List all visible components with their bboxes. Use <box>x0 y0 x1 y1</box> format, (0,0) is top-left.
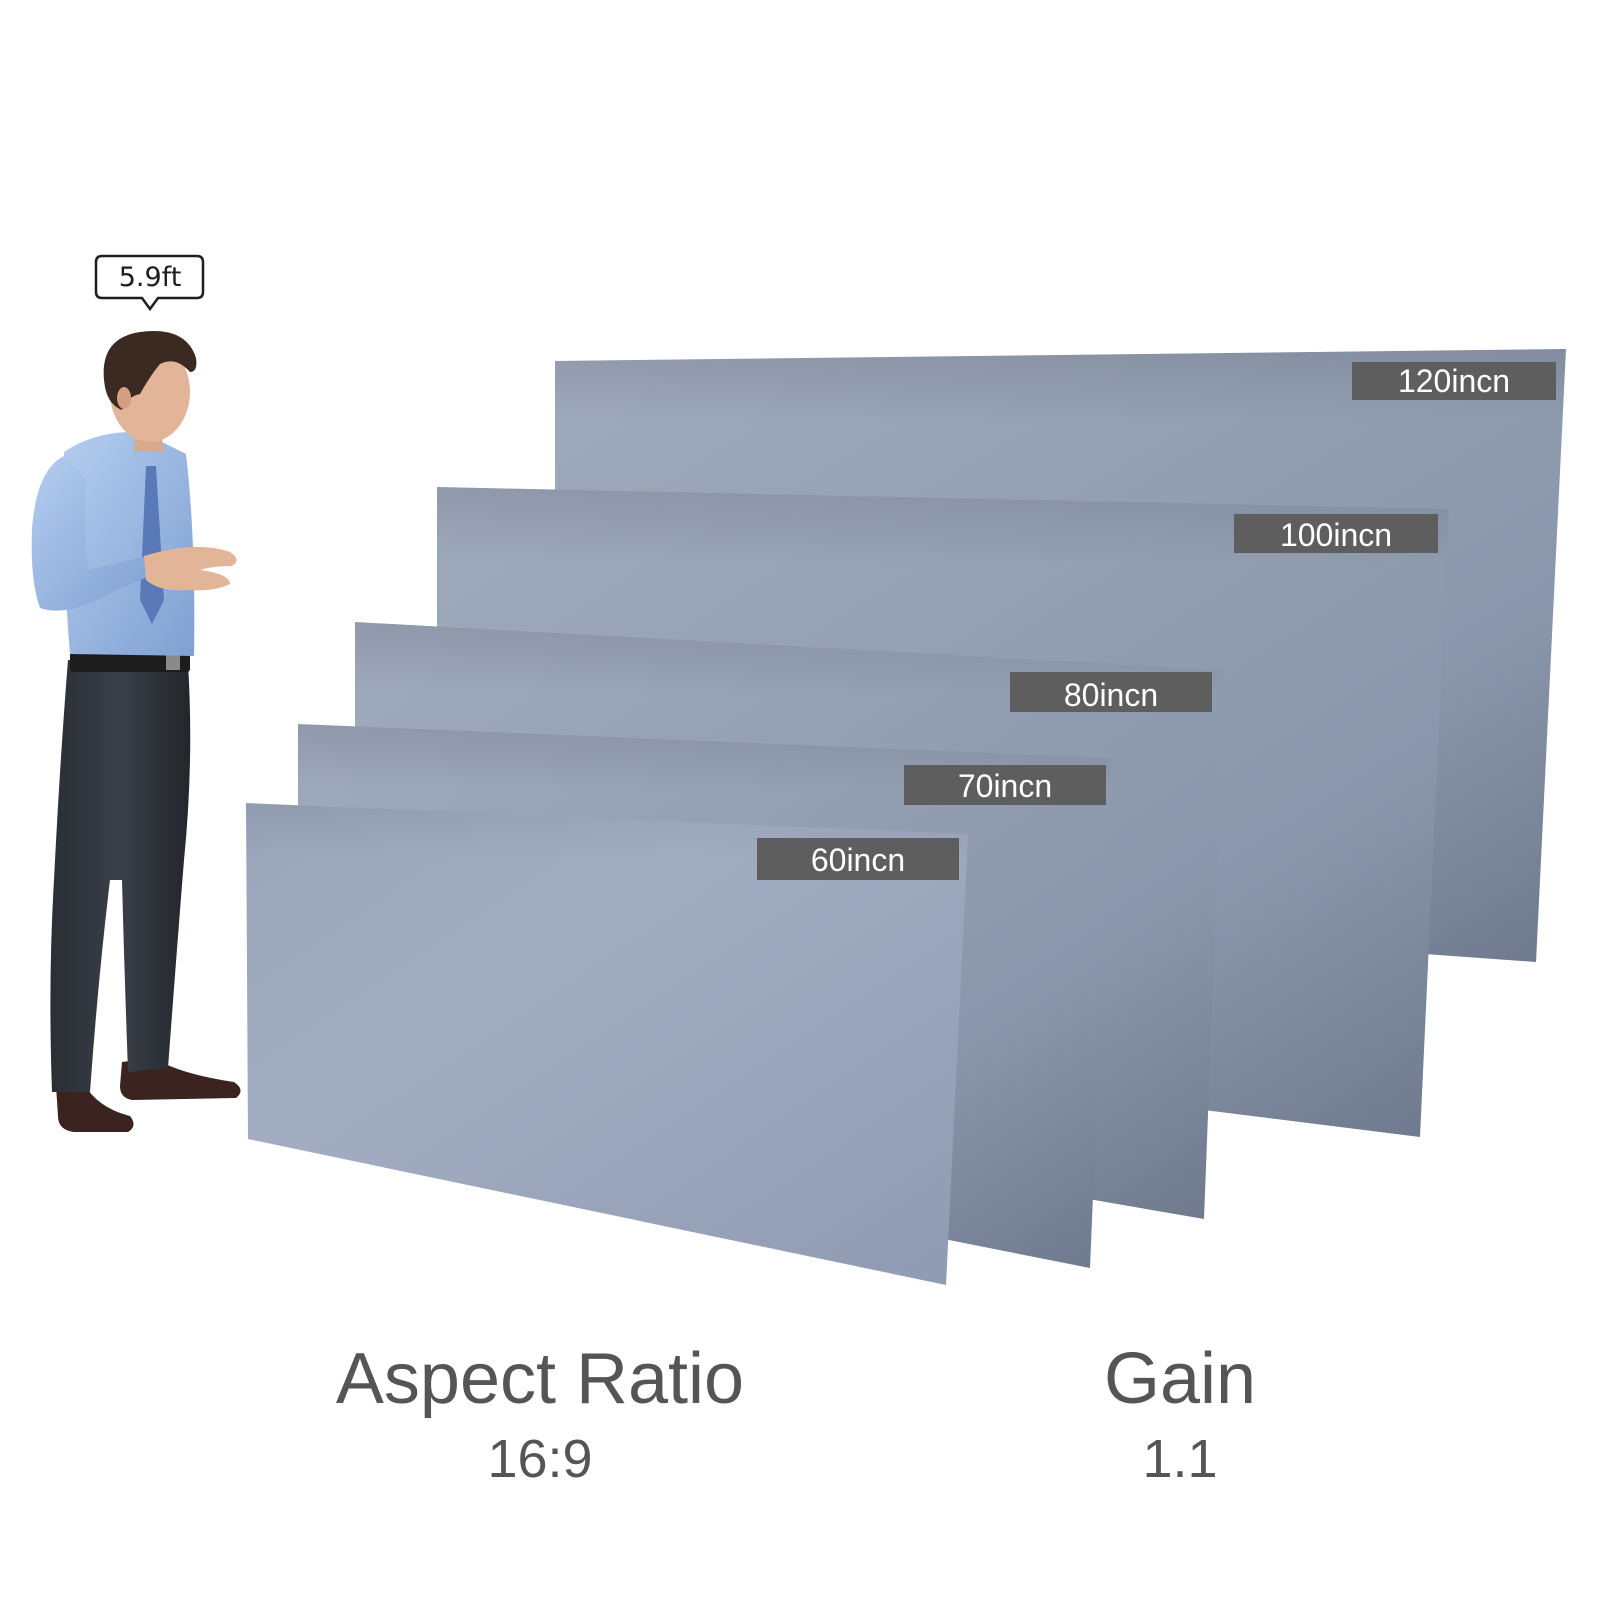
size-label-text: 60incn <box>811 842 905 878</box>
size-label-80 <box>1010 672 1212 712</box>
size-label-text: 120incn <box>1398 363 1510 399</box>
gain-title: Gain <box>1103 1339 1257 1419</box>
size-label-text: 80incn <box>1064 677 1158 713</box>
size-label-120 <box>1352 362 1556 400</box>
height-label: 5.9ft <box>119 262 182 293</box>
size-label-100 <box>1234 514 1438 553</box>
aspect-ratio-value: 16:9 <box>487 1429 593 1489</box>
screen-60: 60incn <box>246 803 968 1285</box>
height-callout: 5.9ft <box>94 254 205 312</box>
person-figure <box>31 331 241 1132</box>
gain-value: 1.1 <box>1142 1429 1218 1489</box>
size-label-60 <box>757 838 959 880</box>
size-label-text: 70incn <box>958 768 1052 804</box>
aspect-ratio-title: Aspect Ratio <box>335 1339 745 1419</box>
size-label-70 <box>904 765 1106 805</box>
size-label-text: 100incn <box>1280 517 1392 553</box>
